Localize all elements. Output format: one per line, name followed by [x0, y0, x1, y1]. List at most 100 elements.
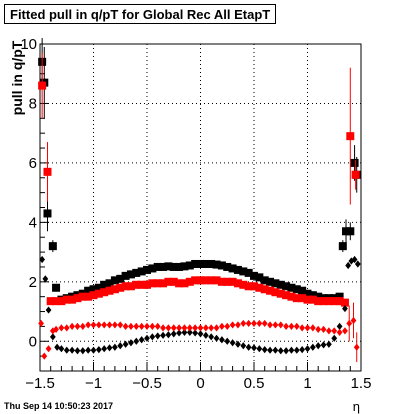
data-point	[346, 132, 355, 141]
data-point	[308, 291, 317, 300]
data-point	[159, 279, 168, 288]
data-point	[117, 342, 124, 350]
data-point	[319, 297, 328, 306]
data-point	[191, 276, 200, 285]
data-point	[78, 292, 87, 301]
data-point	[244, 268, 253, 277]
data-point	[283, 322, 289, 331]
data-point	[42, 275, 49, 283]
data-point	[144, 334, 150, 342]
data-point	[201, 259, 210, 268]
data-point	[62, 295, 71, 304]
data-point	[159, 262, 168, 271]
data-point	[315, 342, 322, 350]
data-point	[335, 297, 344, 306]
data-point	[169, 277, 178, 286]
data-point	[149, 333, 156, 341]
data-point	[186, 328, 193, 336]
series-4	[38, 302, 360, 363]
data-point	[126, 270, 135, 279]
data-point	[245, 343, 252, 351]
data-point	[277, 347, 284, 355]
data-point	[106, 321, 113, 329]
data-point	[219, 322, 225, 331]
data-point	[84, 292, 93, 301]
data-point	[110, 276, 119, 285]
data-point	[89, 291, 98, 300]
data-point	[314, 297, 323, 306]
data-point	[79, 322, 86, 331]
data-point	[255, 273, 264, 282]
data-point	[330, 297, 339, 306]
data-point	[235, 321, 241, 329]
data-point	[293, 346, 300, 354]
data-point	[338, 242, 347, 251]
data-point	[224, 337, 231, 345]
y-tick-label: 4	[29, 214, 37, 231]
data-point	[46, 297, 55, 306]
datestamp: Thu Sep 14 10:50:23 2017	[4, 401, 114, 411]
data-point	[180, 279, 189, 288]
data-point	[288, 346, 295, 354]
data-point	[48, 242, 57, 251]
data-point	[169, 262, 178, 271]
data-series	[38, 38, 361, 363]
data-point	[223, 277, 232, 286]
data-point	[277, 321, 284, 329]
data-point	[149, 322, 156, 331]
data-point	[197, 330, 204, 338]
data-point	[121, 282, 130, 291]
data-point	[94, 283, 103, 292]
data-point	[153, 279, 162, 288]
data-point	[213, 324, 220, 332]
data-point	[207, 276, 216, 285]
data-point	[133, 322, 140, 331]
data-point	[340, 298, 349, 307]
data-point	[181, 328, 188, 336]
data-point	[143, 265, 151, 274]
data-point	[116, 274, 125, 283]
data-point	[143, 280, 151, 289]
data-point	[202, 331, 209, 339]
x-axis-label: η	[352, 399, 360, 414]
data-point	[69, 322, 75, 331]
data-point	[282, 291, 291, 300]
data-point	[224, 322, 231, 331]
data-point	[229, 339, 236, 347]
data-point	[58, 345, 65, 353]
data-point	[144, 322, 150, 331]
data-point	[112, 343, 118, 351]
data-point	[41, 352, 48, 360]
data-point	[191, 259, 200, 268]
data-point	[324, 297, 333, 306]
data-point	[255, 283, 264, 292]
data-point	[251, 344, 257, 352]
data-point	[116, 283, 125, 292]
data-point	[52, 283, 61, 292]
data-point	[336, 322, 343, 331]
data-point	[298, 294, 307, 303]
data-point	[267, 321, 273, 329]
data-point	[79, 347, 86, 355]
data-point	[89, 285, 98, 294]
data-point	[271, 279, 280, 288]
data-point	[320, 325, 327, 333]
data-point	[110, 285, 119, 294]
x-tick-label: 0	[196, 375, 204, 392]
data-point	[212, 260, 221, 269]
data-point	[165, 331, 172, 339]
data-point	[52, 297, 61, 306]
data-point	[261, 345, 268, 354]
data-point	[233, 265, 242, 274]
series-2	[38, 52, 360, 307]
data-point	[331, 334, 338, 342]
data-point	[154, 332, 161, 340]
data-point	[219, 336, 225, 344]
data-point	[260, 276, 269, 285]
chart-title: Fitted pull in q/pT for Global Rec All E…	[4, 4, 277, 24]
data-point	[105, 279, 114, 288]
data-point	[276, 280, 285, 289]
data-point	[39, 255, 46, 264]
data-point	[138, 336, 145, 344]
data-point	[272, 346, 279, 354]
